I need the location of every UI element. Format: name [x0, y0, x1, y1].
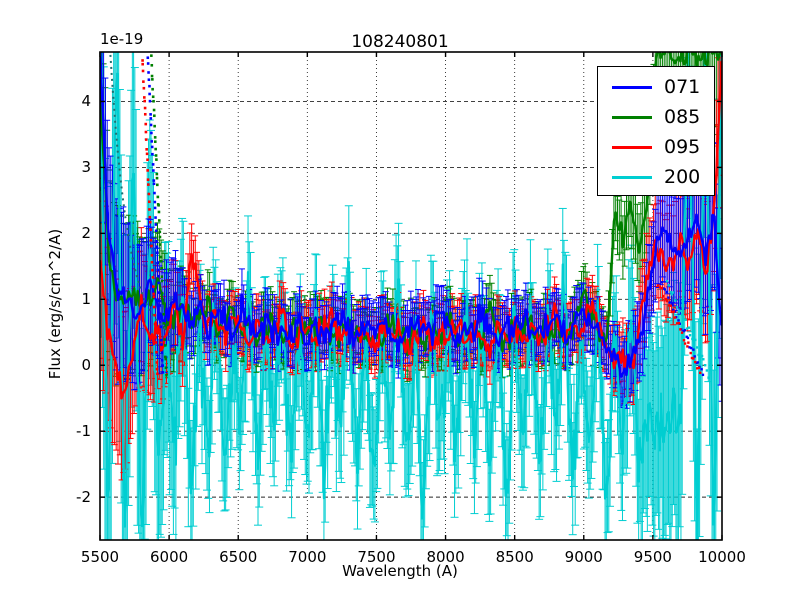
legend-color-swatch	[612, 85, 652, 89]
legend-item-095: 095	[598, 132, 714, 162]
legend-label: 200	[664, 166, 701, 188]
x-tick-label: 10000	[698, 548, 746, 566]
legend-item-085: 085	[598, 102, 714, 132]
y-tick-label: 0	[81, 356, 91, 375]
y-tick-label: 1	[81, 290, 91, 309]
y-tick-label: 2	[81, 224, 91, 243]
x-tick-label: 7000	[288, 548, 327, 566]
legend: 071 085 095 200	[597, 66, 715, 196]
x-tick-label: 6500	[219, 548, 258, 566]
legend-label: 085	[664, 106, 701, 128]
legend-color-swatch	[612, 175, 652, 179]
legend-item-071: 071	[598, 72, 714, 102]
x-tick-label: 8000	[426, 548, 465, 566]
y-tick-label: 3	[81, 158, 91, 177]
x-tick-label: 6000	[150, 548, 189, 566]
legend-label: 095	[664, 136, 701, 158]
plot-title: 108240801	[351, 32, 449, 52]
x-axis-label: Wavelength (A)	[342, 562, 458, 580]
legend-color-swatch	[612, 115, 652, 119]
x-tick-label: 7500	[357, 548, 396, 566]
x-tick-label: 8500	[495, 548, 534, 566]
y-tick-label: -2	[76, 488, 91, 507]
legend-color-swatch	[612, 145, 652, 149]
y-tick-label: 4	[81, 92, 91, 111]
legend-label: 071	[664, 76, 701, 98]
x-tick-label: 9000	[564, 548, 603, 566]
legend-item-200: 200	[598, 162, 714, 192]
y-axis-offset-text: 1e-19	[100, 30, 144, 48]
y-tick-label: -1	[76, 422, 91, 441]
x-tick-label: 9500	[633, 548, 672, 566]
x-tick-label: 5500	[80, 548, 120, 566]
